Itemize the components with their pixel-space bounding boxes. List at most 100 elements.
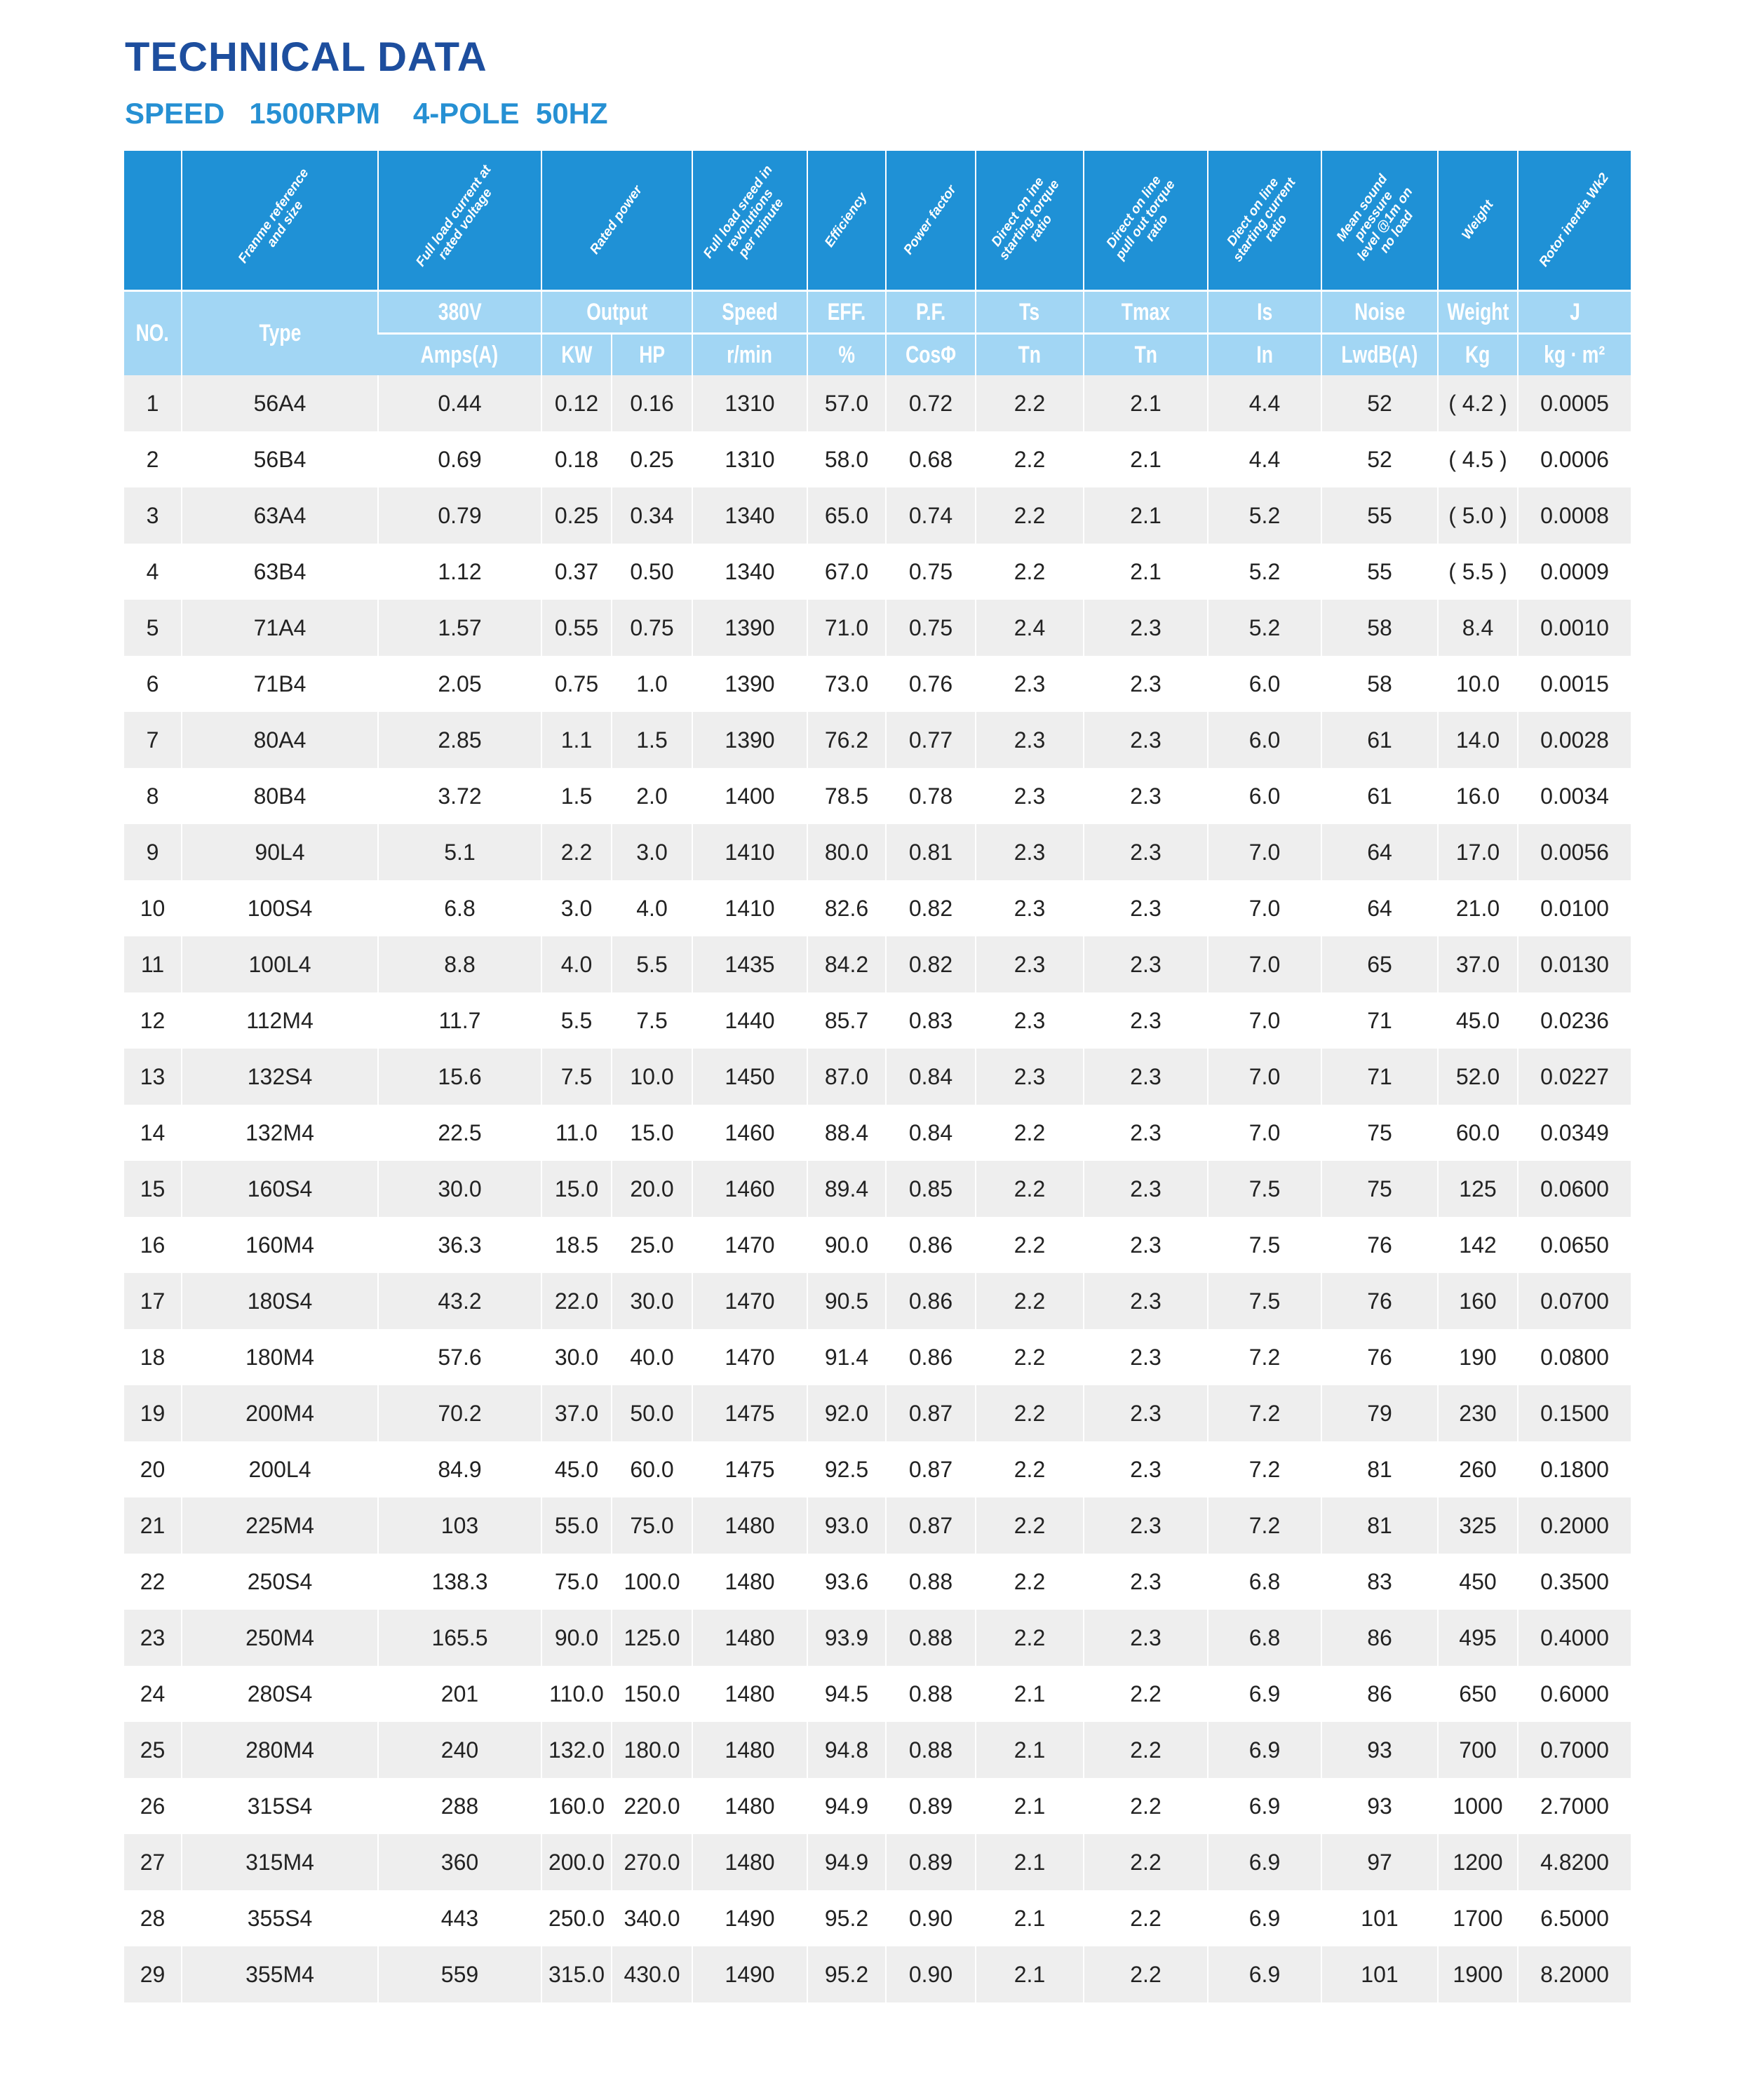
cell-is-in: 7.0 bbox=[1207, 880, 1321, 936]
cell-kw: 22.0 bbox=[541, 1273, 612, 1329]
cell-eff: 94.9 bbox=[807, 1778, 886, 1834]
cell-type: 160M4 bbox=[181, 1217, 378, 1273]
cell-eff: 89.4 bbox=[807, 1161, 886, 1217]
cell-is-in: 7.2 bbox=[1207, 1329, 1321, 1385]
cell-weight: ( 5.0 ) bbox=[1437, 487, 1518, 544]
cell-weight: 45.0 bbox=[1437, 992, 1518, 1049]
cell-amps: 360 bbox=[377, 1834, 541, 1890]
cell-no: 1 bbox=[124, 375, 182, 431]
cell-kw: 132.0 bbox=[541, 1722, 612, 1778]
header-type: Type bbox=[181, 290, 378, 375]
page-subtitle: SPEED 1500RPM 4-POLE 50HZ bbox=[125, 97, 608, 130]
cell-kw: 11.0 bbox=[541, 1105, 612, 1161]
header-desc-starting-current: Diect on line starting current ratio bbox=[1207, 151, 1321, 291]
cell-weight: 650 bbox=[1437, 1666, 1518, 1722]
cell-pf: 0.83 bbox=[885, 992, 976, 1049]
cell-is-in: 4.4 bbox=[1207, 431, 1321, 487]
cell-amps: 103 bbox=[377, 1497, 541, 1554]
cell-pf: 0.76 bbox=[885, 656, 976, 712]
cell-kw: 2.2 bbox=[541, 824, 612, 880]
cell-kw: 110.0 bbox=[541, 1666, 612, 1722]
cell-pf: 0.68 bbox=[885, 431, 976, 487]
header-desc-power-factor: Power factor bbox=[885, 151, 976, 291]
cell-kw: 0.12 bbox=[541, 375, 612, 431]
cell-tmax-tn: 2.2 bbox=[1083, 1778, 1208, 1834]
table-row: 4 63B4 1.12 0.37 0.50 1340 67.0 0.75 2.2 2.1 5.2 55… bbox=[124, 544, 1631, 600]
cell-noise: 93 bbox=[1321, 1722, 1438, 1778]
cell-type: 355S4 bbox=[181, 1890, 378, 1946]
cell-kw: 45.0 bbox=[541, 1441, 612, 1497]
cell-pf: 0.86 bbox=[885, 1329, 976, 1385]
cell-ts-tn: 2.2 bbox=[975, 1554, 1084, 1610]
cell-noise: 75 bbox=[1321, 1105, 1438, 1161]
header-speed: Speed bbox=[692, 290, 807, 334]
cell-speed: 1450 bbox=[692, 1049, 807, 1105]
cell-eff: 84.2 bbox=[807, 936, 886, 992]
cell-is-in: 7.2 bbox=[1207, 1497, 1321, 1554]
header-desc-power: Rated power bbox=[541, 151, 692, 291]
cell-ts-tn: 2.1 bbox=[975, 1834, 1084, 1890]
cell-weight: ( 4.5 ) bbox=[1437, 431, 1518, 487]
cell-amps: 443 bbox=[377, 1890, 541, 1946]
cell-noise: 86 bbox=[1321, 1666, 1438, 1722]
table-row: 8 80B4 3.72 1.5 2.0 1400 78.5 0.78 2.3 2.3 6.0 61 16… bbox=[124, 768, 1631, 824]
cell-tmax-tn: 2.2 bbox=[1083, 1890, 1208, 1946]
cell-tmax-tn: 2.3 bbox=[1083, 936, 1208, 992]
cell-eff: 73.0 bbox=[807, 656, 886, 712]
cell-inertia: 0.0349 bbox=[1517, 1105, 1631, 1161]
cell-noise: 79 bbox=[1321, 1385, 1438, 1441]
cell-inertia: 0.0005 bbox=[1517, 375, 1631, 431]
cell-noise: 86 bbox=[1321, 1610, 1438, 1666]
table-row: 20 200L4 84.9 45.0 60.0 1475 92.5 0.87 2.2 2.3 7.2… bbox=[124, 1441, 1631, 1497]
cell-speed: 1410 bbox=[692, 824, 807, 880]
cell-noise: 83 bbox=[1321, 1554, 1438, 1610]
table-row: 18 180M4 57.6 30.0 40.0 1470 91.4 0.86 2.2 2.3 7.2… bbox=[124, 1329, 1631, 1385]
cell-type: 112M4 bbox=[181, 992, 378, 1049]
cell-is-in: 6.9 bbox=[1207, 1666, 1321, 1722]
cell-inertia: 0.0015 bbox=[1517, 656, 1631, 712]
cell-is-in: 6.9 bbox=[1207, 1946, 1321, 2002]
cell-type: 63A4 bbox=[181, 487, 378, 544]
cell-amps: 3.72 bbox=[377, 768, 541, 824]
cell-eff: 94.8 bbox=[807, 1722, 886, 1778]
cell-amps: 240 bbox=[377, 1722, 541, 1778]
cell-speed: 1480 bbox=[692, 1778, 807, 1834]
cell-eff: 95.2 bbox=[807, 1946, 886, 2002]
header-desc-efficiency: Efficiency bbox=[807, 151, 886, 291]
header-noise: Noise bbox=[1321, 290, 1438, 334]
cell-weight: 60.0 bbox=[1437, 1105, 1518, 1161]
cell-no: 21 bbox=[124, 1497, 182, 1554]
cell-ts-tn: 2.3 bbox=[975, 712, 1084, 768]
header-no: NO. bbox=[124, 290, 182, 375]
cell-noise: 76 bbox=[1321, 1273, 1438, 1329]
cell-speed: 1470 bbox=[692, 1273, 807, 1329]
cell-eff: 88.4 bbox=[807, 1105, 886, 1161]
symbol-header-row: NO. Type 380V Output Speed EFF. P.F. Ts … bbox=[124, 290, 1631, 375]
cell-hp: 180.0 bbox=[611, 1722, 692, 1778]
cell-weight: 52.0 bbox=[1437, 1049, 1518, 1105]
header-desc-speed: Full load sreed in revolutions per minut… bbox=[692, 151, 807, 291]
cell-kw: 0.37 bbox=[541, 544, 612, 600]
cell-noise: 52 bbox=[1321, 375, 1438, 431]
cell-amps: 15.6 bbox=[377, 1049, 541, 1105]
cell-noise: 93 bbox=[1321, 1778, 1438, 1834]
cell-is-in: 4.4 bbox=[1207, 375, 1321, 431]
cell-noise: 76 bbox=[1321, 1217, 1438, 1273]
header-desc-noise: Mean sound pressure level @1m on no load bbox=[1321, 151, 1438, 291]
cell-inertia: 2.7000 bbox=[1517, 1778, 1631, 1834]
cell-kw: 75.0 bbox=[541, 1554, 612, 1610]
cell-type: 56B4 bbox=[181, 431, 378, 487]
cell-kw: 30.0 bbox=[541, 1329, 612, 1385]
cell-hp: 25.0 bbox=[611, 1217, 692, 1273]
cell-noise: 76 bbox=[1321, 1329, 1438, 1385]
cell-eff: 71.0 bbox=[807, 600, 886, 656]
cell-is-in: 7.0 bbox=[1207, 992, 1321, 1049]
table-row: 16 160M4 36.3 18.5 25.0 1470 90.0 0.86 2.2 2.3 7.5… bbox=[124, 1217, 1631, 1273]
cell-hp: 20.0 bbox=[611, 1161, 692, 1217]
header-is: Is bbox=[1207, 290, 1321, 334]
cell-noise: 61 bbox=[1321, 768, 1438, 824]
cell-pf: 0.87 bbox=[885, 1385, 976, 1441]
header-ts: Ts bbox=[975, 290, 1084, 334]
cell-hp: 10.0 bbox=[611, 1049, 692, 1105]
cell-inertia: 0.7000 bbox=[1517, 1722, 1631, 1778]
